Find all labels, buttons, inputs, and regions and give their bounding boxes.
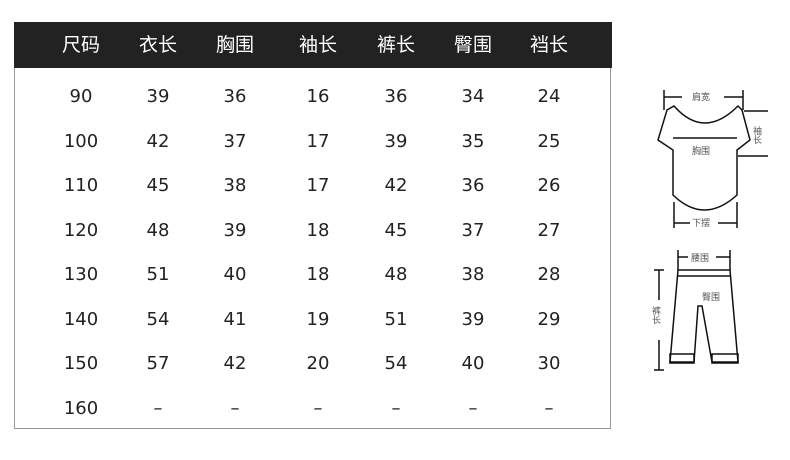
table-cell: 26 [537, 175, 561, 196]
table-cell: – [313, 397, 323, 419]
hem-label: 下摆 [692, 217, 710, 229]
table-header: 尺码 衣长 胸围 袖长 裤长 臀围 裆长 [14, 22, 612, 68]
garment-diagram: 肩宽 胸围 下摆 袖长 腰围 臀围 裤长 [650, 90, 768, 371]
table-cell: – [544, 397, 554, 419]
column-header: 裆长 [529, 34, 568, 56]
table-cell: 38 [461, 264, 485, 285]
table-cell: 37 [461, 219, 485, 241]
table-cell: 28 [537, 264, 561, 285]
table-cell: 20 [306, 353, 330, 374]
table-cell: – [153, 397, 163, 419]
table-cell: – [230, 397, 240, 419]
table-cell: 36 [461, 175, 485, 196]
pants-length-label: 裤长 [650, 305, 661, 325]
table-cell: 19 [306, 308, 330, 330]
table-cell: 18 [306, 264, 330, 285]
table-cell: 54 [146, 308, 170, 330]
table-cell: 18 [306, 219, 330, 241]
table-cell: 41 [223, 308, 247, 330]
table-cell: 34 [461, 86, 485, 107]
table-cell: 48 [384, 264, 408, 285]
table-cell: 37 [223, 130, 247, 152]
table-cell: 51 [384, 308, 408, 330]
table-cell: 40 [223, 264, 247, 285]
table-cell: 39 [146, 86, 170, 107]
waist-label: 腰围 [691, 253, 709, 264]
table-cell: 30 [537, 353, 561, 374]
table-cell: 17 [306, 130, 330, 152]
table-cell: 51 [146, 264, 170, 285]
table-cell: 140 [63, 308, 99, 330]
table-cell: 36 [384, 86, 408, 107]
table-cell: 24 [537, 86, 561, 107]
column-header: 胸围 [215, 34, 254, 56]
table-cell: 42 [146, 130, 170, 152]
table-cell: 45 [146, 175, 170, 196]
table-cell: – [391, 397, 401, 419]
table-cell: 27 [537, 219, 561, 241]
table-cell: 150 [63, 353, 99, 374]
column-header: 尺码 [61, 34, 100, 56]
table-cell: 110 [63, 175, 99, 196]
table-cell: 17 [306, 175, 330, 196]
table-cell: 120 [63, 219, 99, 241]
table-cell: 39 [223, 219, 247, 241]
shoulder-label: 肩宽 [692, 91, 710, 103]
table-cell: – [468, 397, 478, 419]
table-cell: 29 [537, 308, 561, 330]
pants-icon [654, 250, 739, 371]
table-cell: 130 [63, 264, 99, 285]
measurement-diagrams: 肩宽 胸围 下摆 袖长 腰围 臀围 裤长 [640, 70, 790, 390]
table-cell: 39 [384, 130, 408, 152]
size-chart-table: 尺码 衣长 胸围 袖长 裤长 臀围 裆长 90 39 36 16 36 34 24 100 42 37 17 39… [14, 22, 612, 429]
column-header: 衣长 [138, 34, 177, 56]
table-cell: 90 [69, 86, 93, 107]
table-cell: 38 [223, 175, 247, 196]
chest-label: 胸围 [692, 145, 710, 157]
table-cell: 48 [146, 219, 170, 241]
table-cell: 100 [63, 130, 99, 152]
table-cell: 45 [384, 219, 408, 241]
column-header: 臀围 [453, 34, 492, 56]
column-header: 袖长 [298, 34, 337, 56]
table-cell: 16 [306, 86, 330, 107]
table-cell: 160 [63, 397, 99, 419]
table-cell: 35 [461, 130, 485, 152]
table-cell: 57 [146, 353, 170, 374]
table-cell: 36 [223, 86, 247, 107]
table-cell: 54 [384, 353, 408, 374]
hip-label: 臀围 [702, 292, 720, 303]
table-cell: 39 [461, 308, 485, 330]
table-cell: 42 [384, 175, 408, 196]
sleeve-label: 袖长 [751, 125, 762, 145]
table-cell: 40 [461, 353, 485, 374]
table-cell: 42 [223, 353, 247, 374]
table-cell: 25 [537, 130, 561, 152]
column-header: 裤长 [376, 34, 415, 56]
shirt-icon [657, 90, 768, 228]
